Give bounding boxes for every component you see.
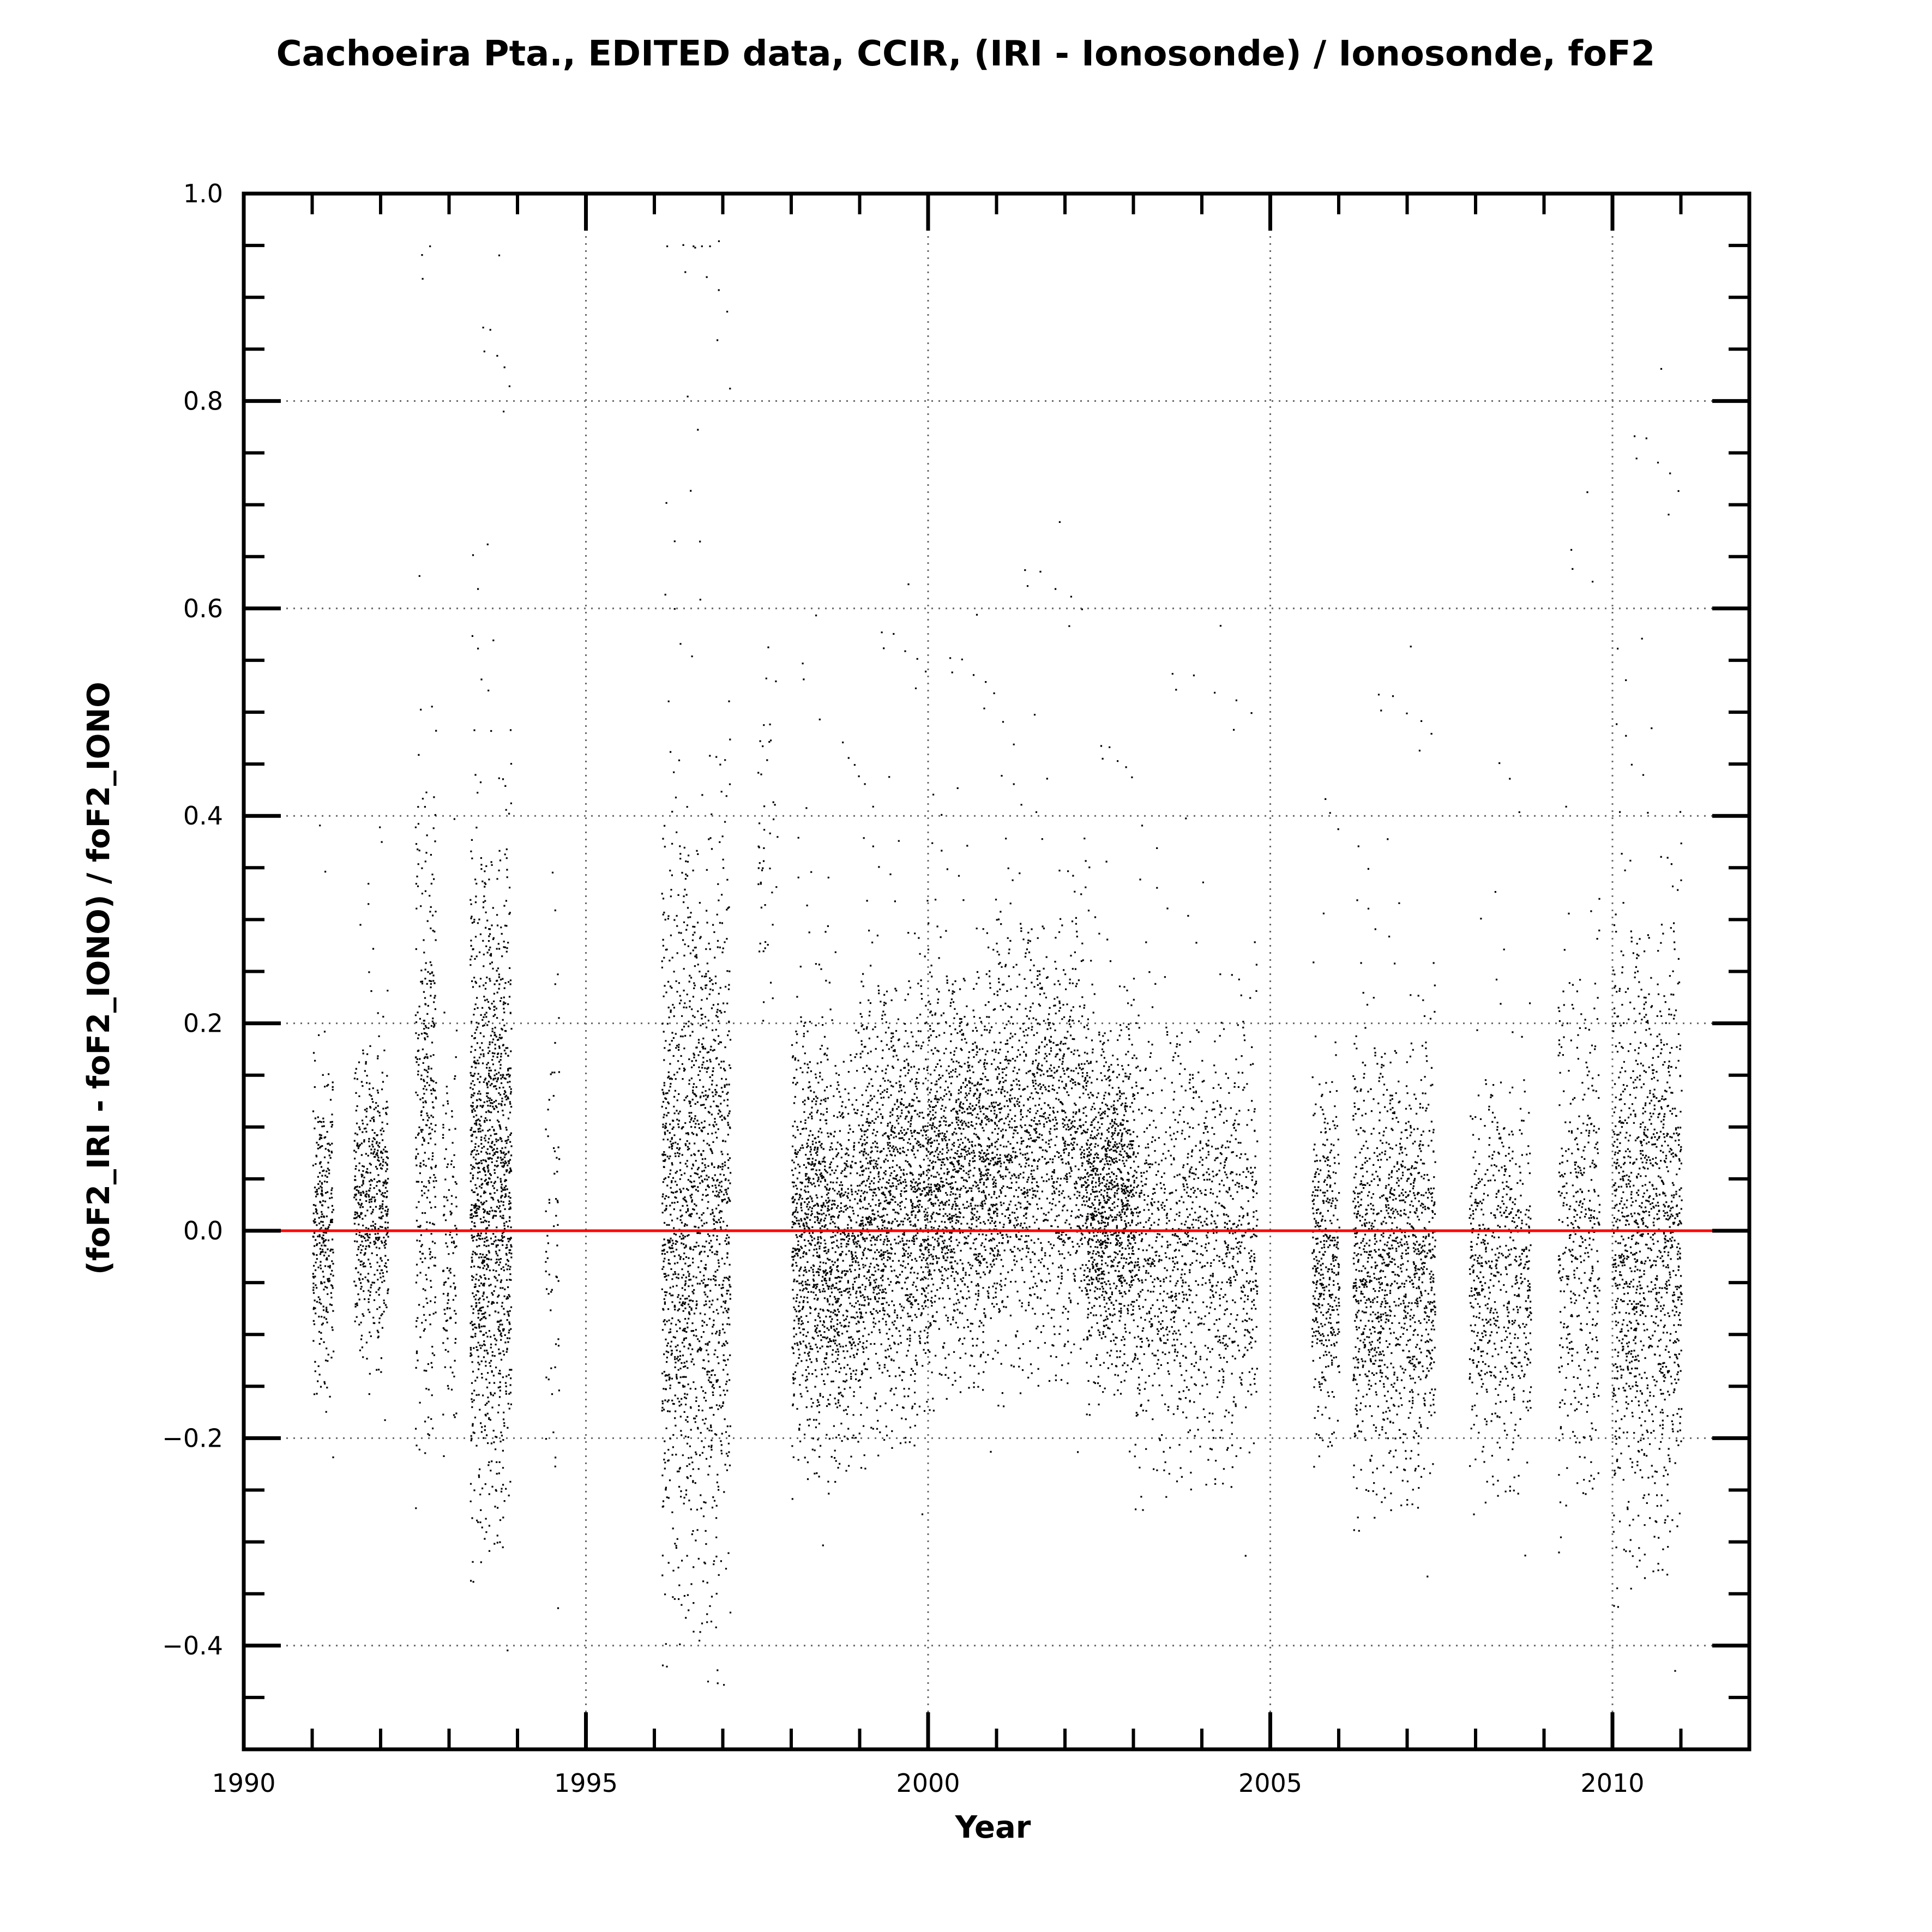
y-tick-labels: −0.4 −0.2 0.0 0.2 0.4 0.6 0.8 1.0 (162, 179, 223, 1660)
scatter-point-cluster (661, 240, 732, 1686)
scatter-point-cluster (996, 521, 1087, 1453)
scatter-point-cluster (928, 613, 998, 1453)
y-tick-label: 1.0 (183, 179, 223, 208)
scatter-point-cluster (1352, 646, 1436, 1578)
x-tick-label: 1995 (554, 1768, 618, 1798)
scatter-point-cluster (1133, 625, 1259, 1557)
y-tick-label: 0.2 (183, 1009, 223, 1038)
y-axis-label: (foF2_IRI - foF2_IONO) / foF2_IONO (81, 682, 117, 1275)
y-tick-label: 0.0 (183, 1216, 223, 1245)
scatter-point-cluster (1085, 745, 1135, 1453)
scatter-point-cluster (1468, 762, 1532, 1557)
y-tick-label: −0.2 (162, 1423, 223, 1453)
scatter-point-cluster (791, 615, 827, 1546)
y-tick-label: −0.4 (162, 1631, 223, 1660)
axis-ticks (242, 191, 1751, 1751)
scatter-points (312, 240, 1683, 1686)
x-tick-labels: 1990 1995 2000 2005 2010 (212, 1768, 1644, 1798)
y-tick-label: 0.4 (183, 801, 223, 830)
scatter-point-cluster (859, 583, 930, 1515)
x-tick-label: 2005 (1238, 1768, 1302, 1798)
y-tick-label: 0.8 (183, 386, 223, 416)
scatter-point-cluster (312, 824, 335, 1459)
chart-title: Cachoeira Pta., EDITED data, CCIR, (IRI … (276, 34, 1656, 74)
scatter-point-cluster (1311, 798, 1341, 1468)
y-tick-label: 0.6 (183, 594, 223, 623)
x-tick-label: 2010 (1580, 1768, 1644, 1798)
x-axis-label: Year (955, 1810, 1031, 1845)
x-tick-label: 1990 (212, 1768, 275, 1798)
x-tick-label: 2000 (896, 1768, 960, 1798)
scatter-point-cluster (825, 741, 862, 1495)
scatter-point-cluster (470, 254, 513, 1652)
